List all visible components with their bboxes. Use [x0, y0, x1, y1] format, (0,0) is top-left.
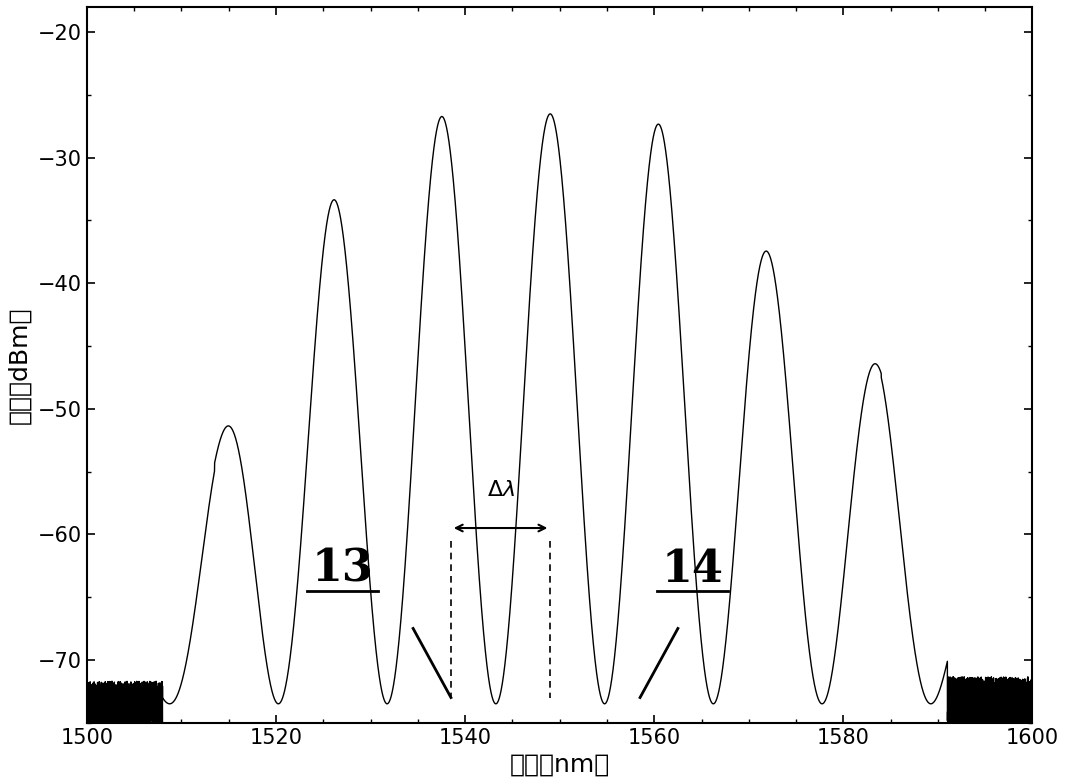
Text: 13: 13: [311, 548, 373, 591]
Text: 14: 14: [661, 548, 723, 591]
Text: $\Delta\lambda$: $\Delta\lambda$: [487, 481, 515, 500]
X-axis label: 波长（nm）: 波长（nm）: [510, 753, 610, 777]
Y-axis label: 功率（dBm）: 功率（dBm）: [7, 306, 31, 423]
